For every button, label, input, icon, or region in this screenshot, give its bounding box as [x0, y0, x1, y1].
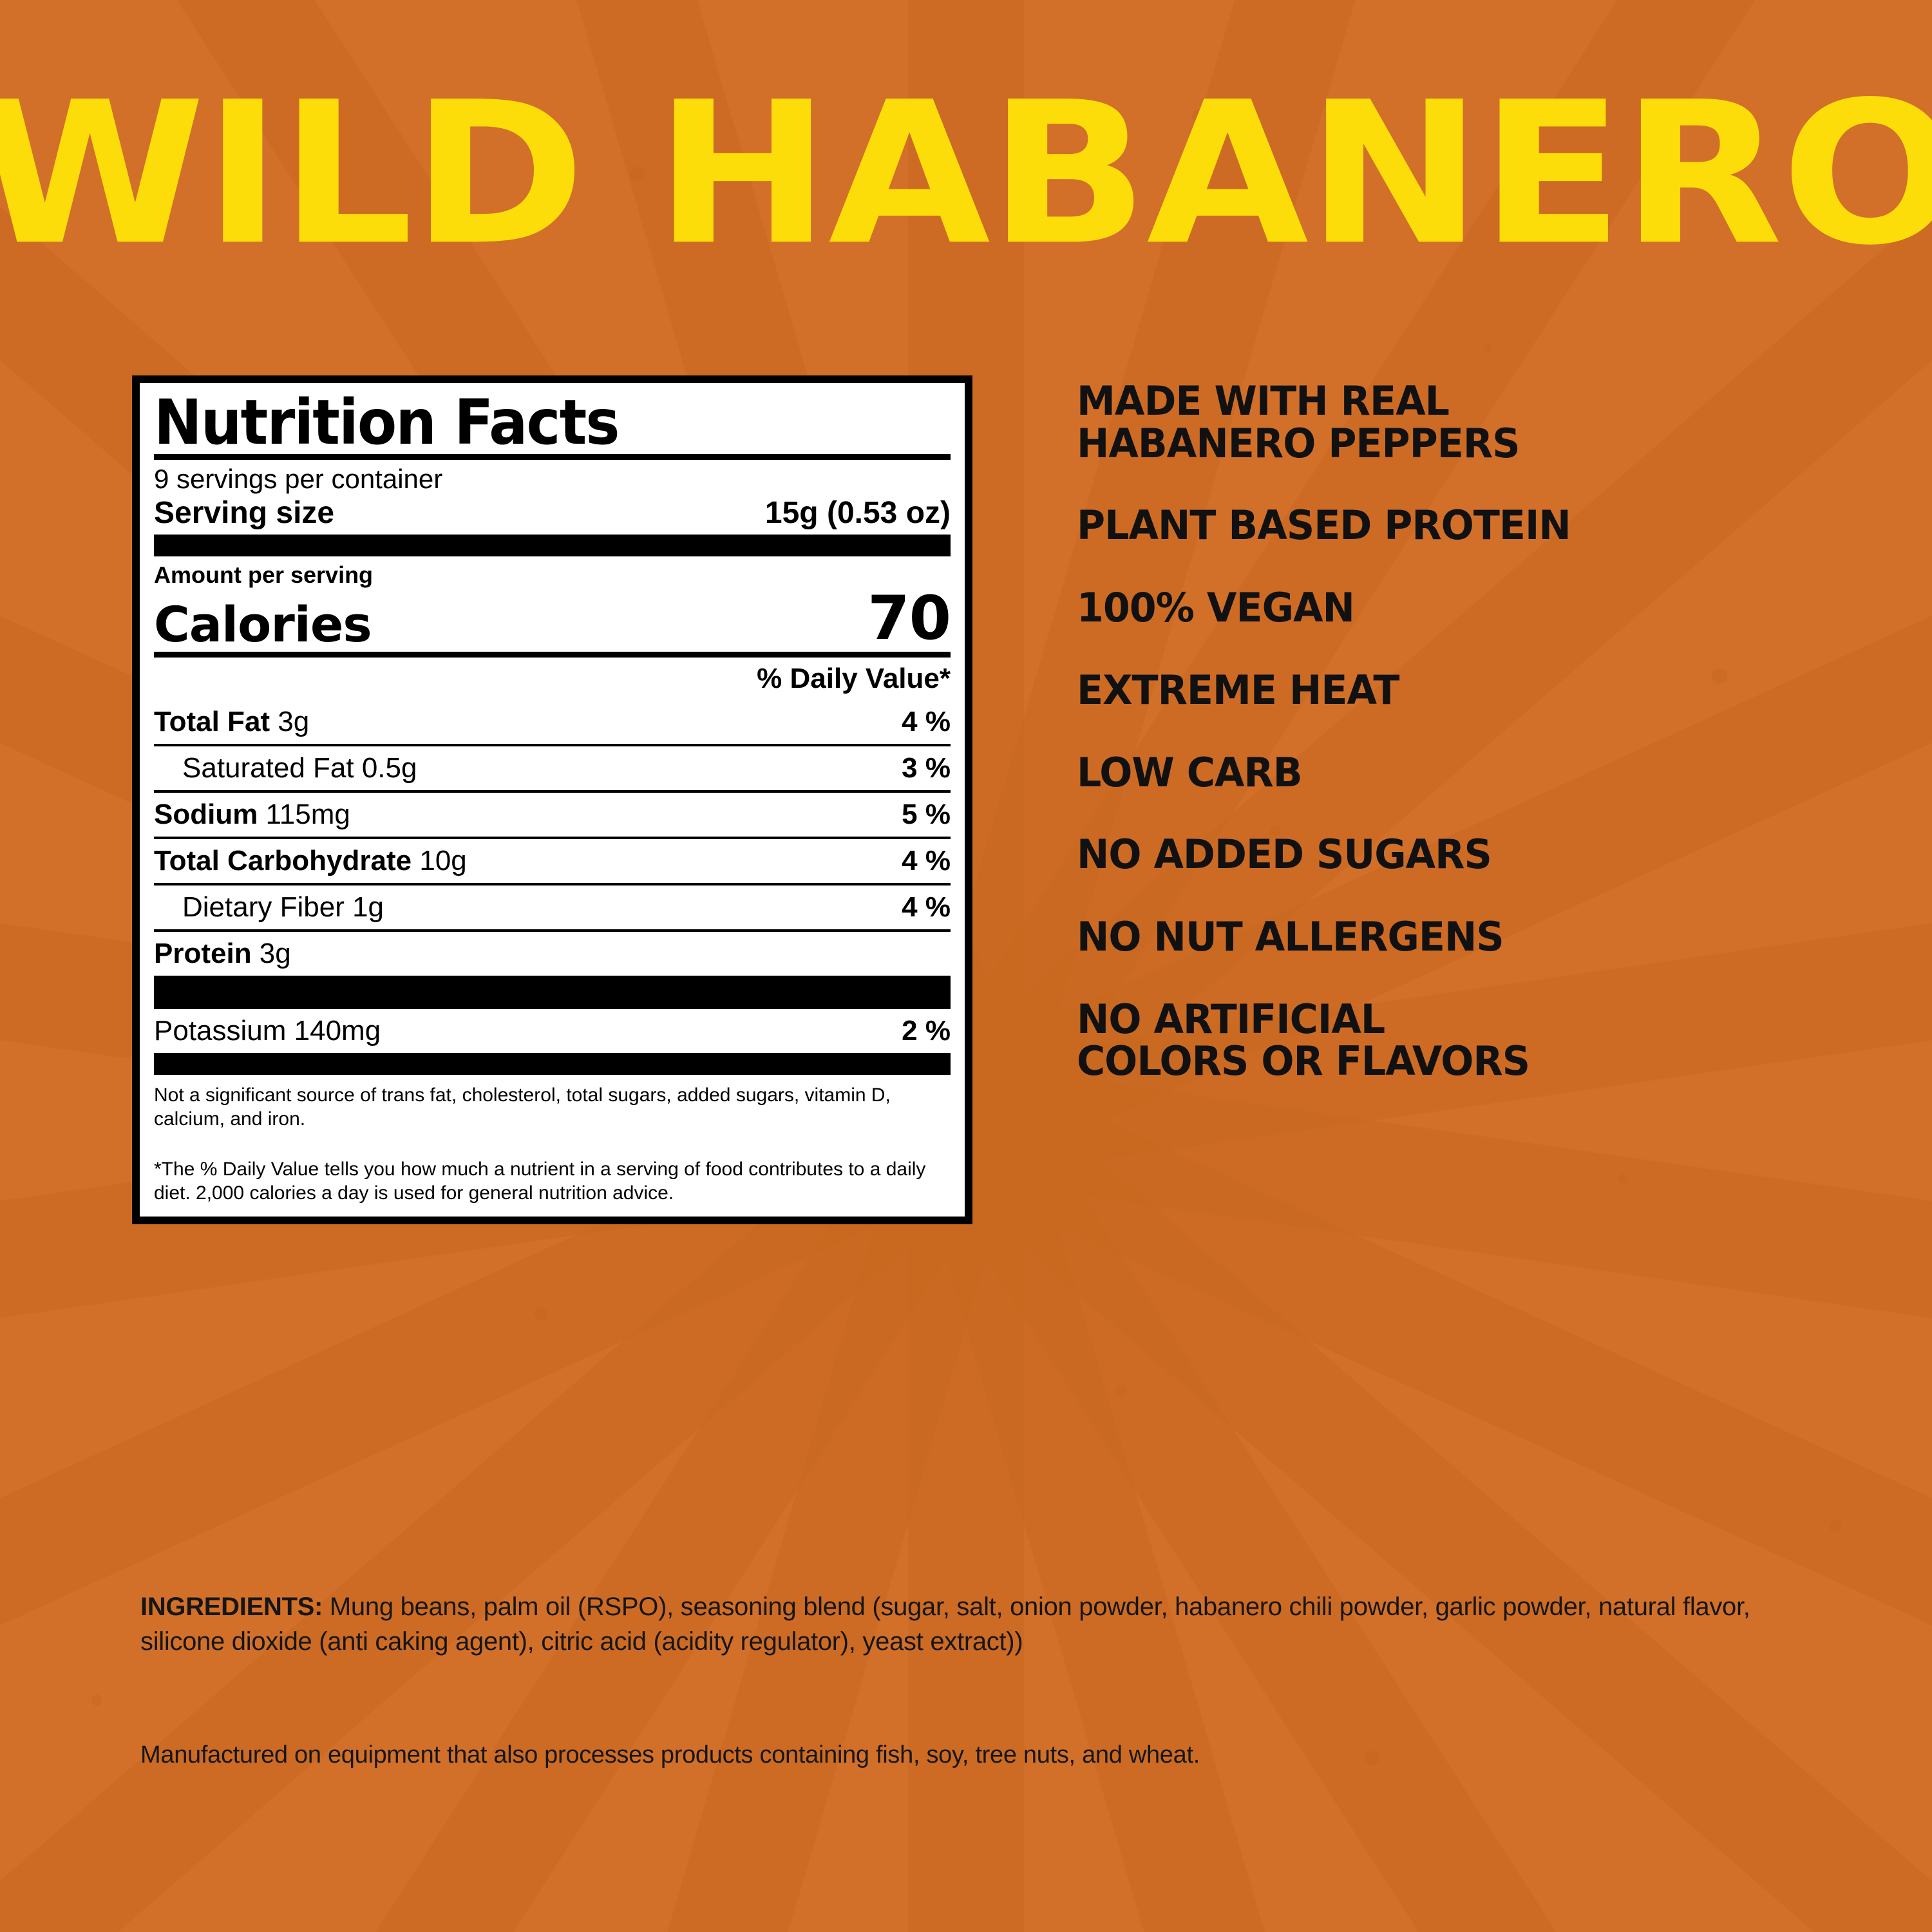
nutrient-label: Saturated Fat 0.5g: [182, 752, 417, 784]
divider-block-under-protein: [154, 975, 951, 1009]
ingredients-label: INGREDIENTS:: [140, 1593, 323, 1621]
potassium-percent: 2 %: [902, 1014, 951, 1046]
nutrient-label: Dietary Fiber 1g: [182, 891, 384, 923]
feature-line: HABANERO PEPPERS: [1077, 419, 1520, 467]
nutrient-divider: [154, 743, 951, 746]
serving-size-label: Serving size: [154, 496, 335, 531]
ingredients-block: INGREDIENTS: Mung beans, palm oil (RSPO)…: [140, 1589, 1815, 1659]
nutrient-divider: [154, 929, 951, 932]
feature-item: PLANT BASED PROTEIN: [1077, 504, 1845, 547]
nutrient-name: Sodium: [154, 798, 258, 830]
nutrient-percent: 4 %: [902, 844, 951, 876]
daily-value-header: % Daily Value*: [757, 662, 951, 694]
feature-item: NO ARTIFICIAL COLORS OR FLAVORS: [1077, 998, 1845, 1083]
nutrient-label: Sodium 115mg: [154, 798, 350, 830]
feature-line: LOW CARB: [1077, 748, 1303, 796]
servings-per-container: 9 servings per container: [154, 464, 443, 495]
feature-line: COLORS OR FLAVORS: [1077, 1037, 1530, 1085]
calories-label: Calories: [154, 595, 372, 653]
sunburst-ray: [928, 1076, 1932, 1932]
sunburst-ray: [942, 1068, 1932, 1815]
sunburst-ray: [475, 1104, 1022, 1932]
nutrient-percent: 5 %: [902, 798, 951, 830]
sunburst-ray: [910, 1104, 1457, 1932]
serving-size-row: Serving size 15g (0.53 oz): [154, 494, 951, 535]
feature-list: MADE WITH REAL HABANERO PEPPERS PLANT BASE…: [1077, 380, 1869, 1122]
nutrient-divider: [154, 790, 951, 793]
nutrient-row: Total Carbohydrate 10g 4 %: [154, 839, 951, 883]
nutrient-row: Sodium 115mg 5 %: [154, 793, 951, 837]
divider-under-calories: [154, 651, 951, 658]
feature-line: MADE WITH REAL: [1077, 377, 1450, 424]
feature-line: 100% VEGAN: [1077, 584, 1355, 632]
potassium-label: Potassium 140mg: [154, 1014, 381, 1046]
feature-item: MADE WITH REAL HABANERO PEPPERS: [1077, 380, 1845, 464]
footnote-daily-value-explanation: *The % Daily Value tells you how much a …: [154, 1159, 926, 1204]
feature-line: NO ADDED SUGARS: [1077, 831, 1492, 878]
sunburst-ray: [908, 1121, 1024, 1932]
feature-item: NO ADDED SUGARS: [1077, 833, 1845, 876]
calories-row: Calories 70: [154, 583, 951, 654]
divider-thick-bottom: [154, 1052, 951, 1075]
feature-item: LOW CARB: [1077, 748, 1845, 796]
nutrient-percent: 3 %: [902, 752, 951, 784]
nutrition-facts-panel: Nutrition Facts 9 servings per container…: [132, 375, 972, 1225]
feature-item: 100% VEGAN: [1077, 587, 1845, 629]
nutrition-facts-heading: Nutrition Facts: [154, 386, 620, 459]
nutrient-label: Total Fat 3g: [154, 705, 310, 737]
nutrient-name: Total Fat: [154, 705, 270, 737]
nutrient-percent: 4 %: [902, 705, 951, 737]
calories-value: 70: [867, 583, 951, 654]
footnote-not-significant-source: Not a significant source of trans fat, c…: [154, 1084, 891, 1130]
feature-line: NO ARTIFICIAL: [1077, 995, 1385, 1043]
nutrient-rows: Total Fat 3g 4 % Saturated Fat 0.5g 3 % Sodi…: [154, 700, 951, 976]
potassium-row: Potassium 140mg 2 %: [154, 1009, 951, 1053]
sunburst-ray: [917, 1089, 1851, 1932]
feature-item: EXTREME HEAT: [1077, 669, 1845, 712]
nutrient-row: Saturated Fat 0.5g 3 %: [154, 746, 951, 790]
nutrient-divider: [154, 836, 951, 839]
amount-per-serving-label: Amount per serving: [154, 561, 374, 588]
nutrient-row: Total Fat 3g 4 %: [154, 700, 951, 744]
nutrient-label: Total Carbohydrate 10g: [154, 844, 467, 876]
feature-line: NO NUT ALLERGENS: [1077, 913, 1504, 961]
nutrient-label: Protein 3g: [154, 937, 291, 969]
feature-item: NO NUT ALLERGENS: [1077, 916, 1845, 958]
nutrient-row: Dietary Fiber 1g 4 %: [154, 886, 951, 929]
page-title: WILD HABANERO: [0, 59, 1932, 289]
nutrient-row: Protein 3g: [154, 932, 951, 976]
divider-under-heading: [154, 454, 951, 460]
nutrient-percent: 4 %: [902, 891, 951, 923]
nutrient-name: Protein: [154, 937, 252, 969]
feature-line: EXTREME HEAT: [1077, 666, 1399, 714]
ingredients-text: Mung beans, palm oil (RSPO), seasoning b…: [140, 1593, 1750, 1656]
manufactured-note: Manufactured on equipment that also proc…: [140, 1741, 1200, 1768]
divider-thick-top: [154, 534, 951, 556]
feature-line: PLANT BASED PROTEIN: [1077, 502, 1571, 549]
nutrient-divider: [154, 882, 951, 886]
serving-size-value: 15g (0.53 oz): [764, 496, 951, 531]
nutrient-name: Total Carbohydrate: [154, 844, 412, 876]
